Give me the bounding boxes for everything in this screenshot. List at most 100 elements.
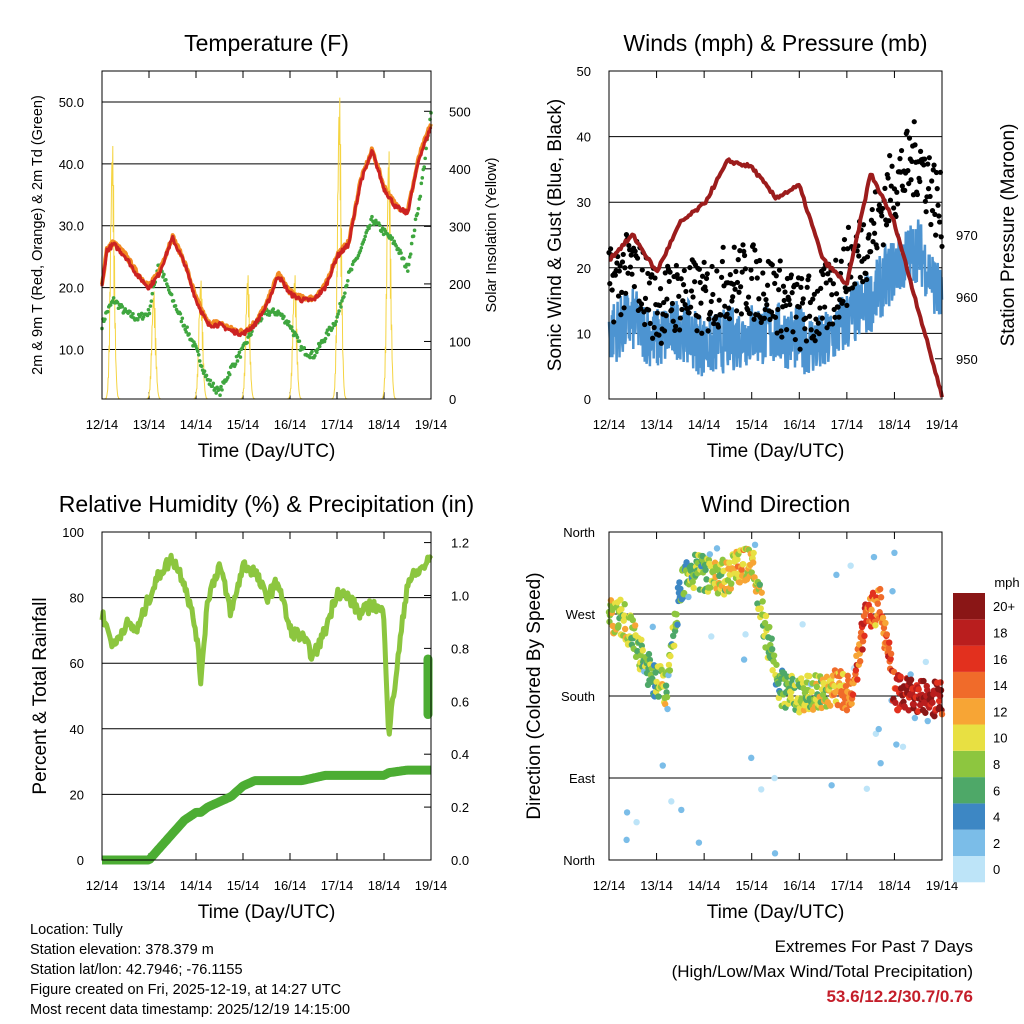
- gust-point: [797, 346, 803, 352]
- direction-point: [748, 754, 755, 762]
- gust-point: [806, 273, 812, 279]
- direction-point: [852, 667, 860, 674]
- dewpoint-point: [204, 373, 209, 378]
- direction-point: [713, 545, 721, 552]
- gust-point: [922, 198, 928, 204]
- gust-point: [860, 222, 867, 228]
- dewpoint-point: [381, 232, 386, 237]
- gust-point: [631, 284, 637, 290]
- temp-ytick2-label: 500: [449, 104, 471, 119]
- gust-point: [703, 287, 709, 294]
- gust-point: [869, 206, 875, 213]
- direction-point: [935, 697, 943, 705]
- rh-line: [99, 552, 434, 737]
- gust-point: [706, 316, 712, 322]
- direction-point: [658, 666, 666, 674]
- direction-point: [678, 806, 685, 814]
- gust-point: [688, 304, 694, 310]
- gust-point: [823, 280, 829, 286]
- gust-point: [714, 268, 720, 274]
- direction-point: [629, 616, 636, 624]
- direction-point: [905, 707, 912, 714]
- gust-point: [887, 197, 894, 203]
- extremes-subtitle: (High/Low/Max Wind/Total Precipitation): [671, 962, 973, 981]
- direction-point: [915, 686, 922, 693]
- direction-point: [856, 658, 864, 665]
- dir-xtick-label: 17/14: [831, 878, 864, 893]
- gust-point: [645, 270, 651, 277]
- direction-point: [806, 672, 813, 680]
- direction-point: [899, 743, 907, 750]
- dir-ytick-label: North: [563, 525, 595, 540]
- direction-point: [889, 588, 896, 595]
- dewpoint-point: [166, 284, 170, 289]
- dir-ylabel: Direction (Colored By Speed): [524, 572, 545, 819]
- gust-point: [738, 311, 745, 317]
- direction-point: [665, 661, 673, 669]
- gust-point: [905, 168, 911, 174]
- direction-point: [891, 549, 898, 557]
- gust-point: [621, 305, 627, 311]
- gust-point: [733, 268, 739, 275]
- gust-point: [676, 293, 682, 299]
- direction-point: [707, 584, 714, 591]
- gust-point: [788, 272, 794, 278]
- gust-point: [845, 224, 852, 230]
- gust-point: [880, 242, 886, 248]
- gust-point: [757, 257, 763, 264]
- gust-point: [876, 202, 882, 208]
- direction-point: [695, 839, 703, 846]
- dir-ytick-label: North: [563, 853, 595, 868]
- direction-point: [757, 605, 764, 612]
- gust-point: [914, 191, 921, 198]
- gust-point: [925, 186, 932, 192]
- dewpoint-point: [282, 314, 286, 319]
- gust-point: [695, 314, 702, 320]
- gust-point: [649, 272, 655, 278]
- direction-point: [872, 622, 879, 629]
- gust-point: [776, 267, 783, 273]
- dir-frame: [608, 531, 943, 861]
- gust-point: [734, 308, 740, 314]
- direction-point: [670, 642, 678, 649]
- gust-point: [889, 163, 895, 169]
- dewpoint-point: [197, 359, 202, 363]
- direction-point: [617, 596, 624, 604]
- gust-point: [782, 289, 788, 295]
- dewpoint-point: [178, 311, 183, 316]
- gust-point: [715, 324, 722, 330]
- gust-point: [731, 244, 737, 250]
- gust-point: [936, 213, 942, 219]
- dewpoint-point: [162, 272, 166, 277]
- dewpoint-point: [322, 339, 327, 344]
- gust-point: [609, 287, 615, 293]
- gust-point: [736, 289, 742, 295]
- dewpoint-point: [338, 301, 342, 306]
- location-text: Location: Tully: [30, 922, 123, 938]
- gust-point: [764, 302, 770, 308]
- dir-xtick-label: 18/14: [878, 878, 911, 893]
- direction-point: [726, 559, 733, 566]
- direction-point: [937, 679, 944, 686]
- gust-point: [935, 202, 941, 208]
- direction-point: [907, 671, 914, 678]
- gust-point: [895, 201, 901, 207]
- gust-point: [844, 302, 850, 308]
- gust-point: [775, 306, 781, 313]
- direction-point: [882, 619, 889, 627]
- gust-point: [810, 333, 817, 339]
- gust-point: [647, 320, 653, 327]
- direction-point: [742, 631, 749, 638]
- gust-point: [657, 302, 663, 309]
- gust-point: [894, 189, 900, 195]
- direction-point: [734, 556, 741, 563]
- direction-point: [736, 579, 744, 586]
- gust-point: [928, 221, 934, 228]
- wind-ytick-label: 30: [577, 195, 591, 210]
- gust-point: [866, 232, 872, 238]
- direction-point: [827, 702, 834, 709]
- gust-point: [767, 316, 773, 323]
- dewpoint-point: [313, 353, 317, 358]
- gust-point: [642, 295, 649, 301]
- gust-point: [761, 315, 768, 321]
